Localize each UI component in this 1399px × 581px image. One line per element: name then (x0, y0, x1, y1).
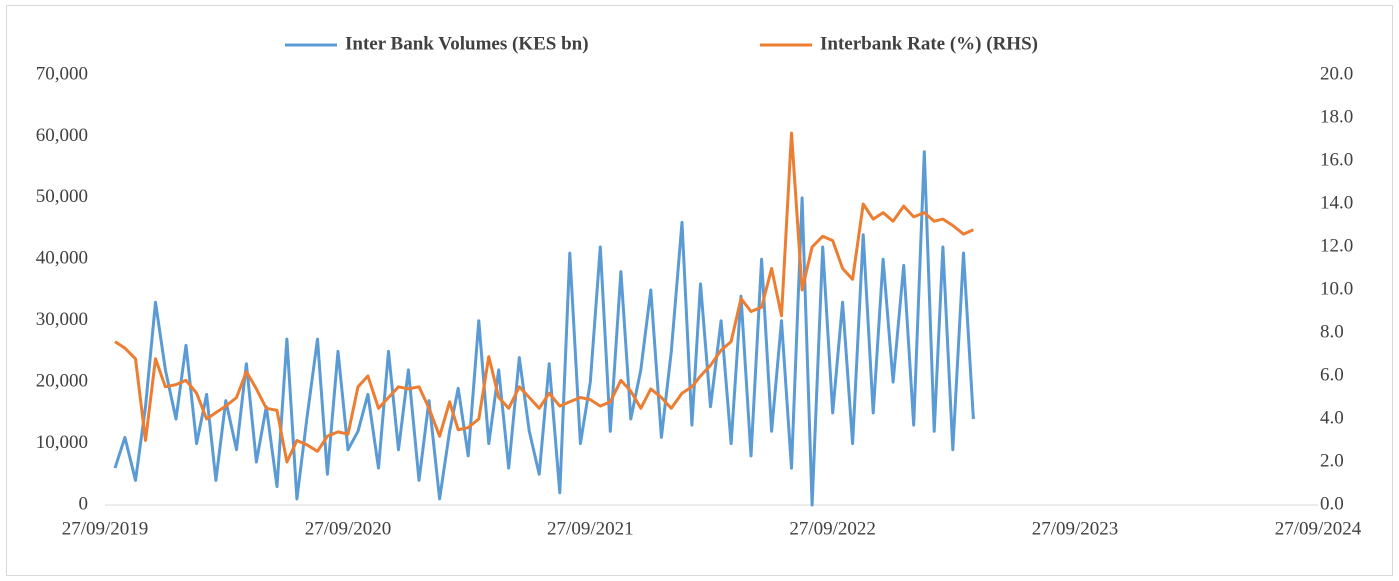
y2-tick-label: 8.0 (1320, 321, 1344, 342)
x-tick-label: 27/09/2020 (305, 518, 392, 539)
x-tick-label: 27/09/2019 (62, 518, 149, 539)
y2-tick-label: 10.0 (1320, 278, 1353, 299)
x-tick-label: 27/09/2021 (547, 518, 634, 539)
y-tick-label: 30,000 (36, 309, 88, 330)
y2-tick-label: 18.0 (1320, 106, 1353, 127)
y2-tick-label: 4.0 (1320, 407, 1344, 428)
y2-tick-label: 6.0 (1320, 364, 1344, 385)
y-tick-label: 20,000 (36, 371, 88, 392)
y2-tick-label: 14.0 (1320, 192, 1353, 213)
legend-label: Inter Bank Volumes (KES bn) (345, 33, 589, 54)
y-tick-label: 70,000 (36, 63, 88, 84)
series-line (114, 131, 974, 464)
x-tick-label: 27/09/2024 (1275, 518, 1362, 539)
y2-tick-label: 20.0 (1320, 63, 1353, 84)
y2-tick-label: 12.0 (1320, 235, 1353, 256)
x-tick-label: 27/09/2022 (789, 518, 876, 539)
y2-tick-label: 0.0 (1320, 493, 1344, 514)
y2-tick-label: 2.0 (1320, 450, 1344, 471)
y2-tick-label: 16.0 (1320, 149, 1353, 170)
y-tick-label: 50,000 (36, 186, 88, 207)
y-tick-label: 40,000 (36, 248, 88, 269)
y-tick-label: 0 (79, 493, 89, 514)
y-tick-label: 60,000 (36, 125, 88, 146)
series-line (113, 150, 975, 507)
y-tick-label: 10,000 (36, 432, 88, 453)
x-tick-label: 27/09/2023 (1032, 518, 1119, 539)
legend-label: Interbank Rate (%) (RHS) (820, 33, 1038, 54)
